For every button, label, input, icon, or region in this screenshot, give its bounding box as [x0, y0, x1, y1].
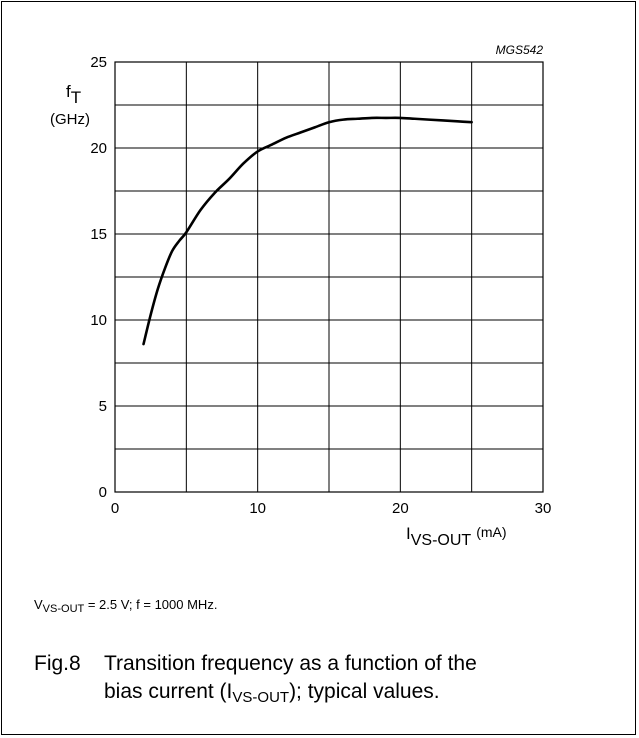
- y-axis-label: fT: [66, 82, 81, 107]
- y-tick-label: 25: [90, 54, 107, 71]
- conditions-caption: VVS-OUT = 2.5 V; f = 1000 MHz.: [34, 597, 218, 615]
- x-axis-label: IVS-OUT (mA): [406, 524, 507, 549]
- x-tick-label: 20: [392, 500, 409, 517]
- y-axis-unit: (GHz): [50, 111, 90, 128]
- y-tick-label: 20: [90, 140, 107, 157]
- x-tick-label: 0: [111, 500, 119, 517]
- fT-curve: [142, 116, 473, 346]
- x-tick-labels: 0 10 20 30: [111, 500, 552, 517]
- figure-title: Transition frequency as a function of th…: [104, 652, 477, 706]
- y-tick-label: 0: [99, 484, 107, 501]
- figure-number: Fig.8: [34, 652, 81, 675]
- chart-axes: [114, 61, 544, 493]
- x-tick-label: 10: [249, 500, 266, 517]
- y-tick-label: 10: [90, 312, 107, 329]
- y-tick-label: 15: [90, 226, 107, 243]
- figure-id: MGS542: [496, 43, 544, 57]
- chart-grid: [114, 61, 544, 493]
- y-tick-labels: 0 5 10 15 20 25: [90, 54, 107, 501]
- x-tick-label: 30: [535, 500, 552, 517]
- y-tick-label: 5: [99, 398, 107, 415]
- plot-frame: [114, 61, 544, 493]
